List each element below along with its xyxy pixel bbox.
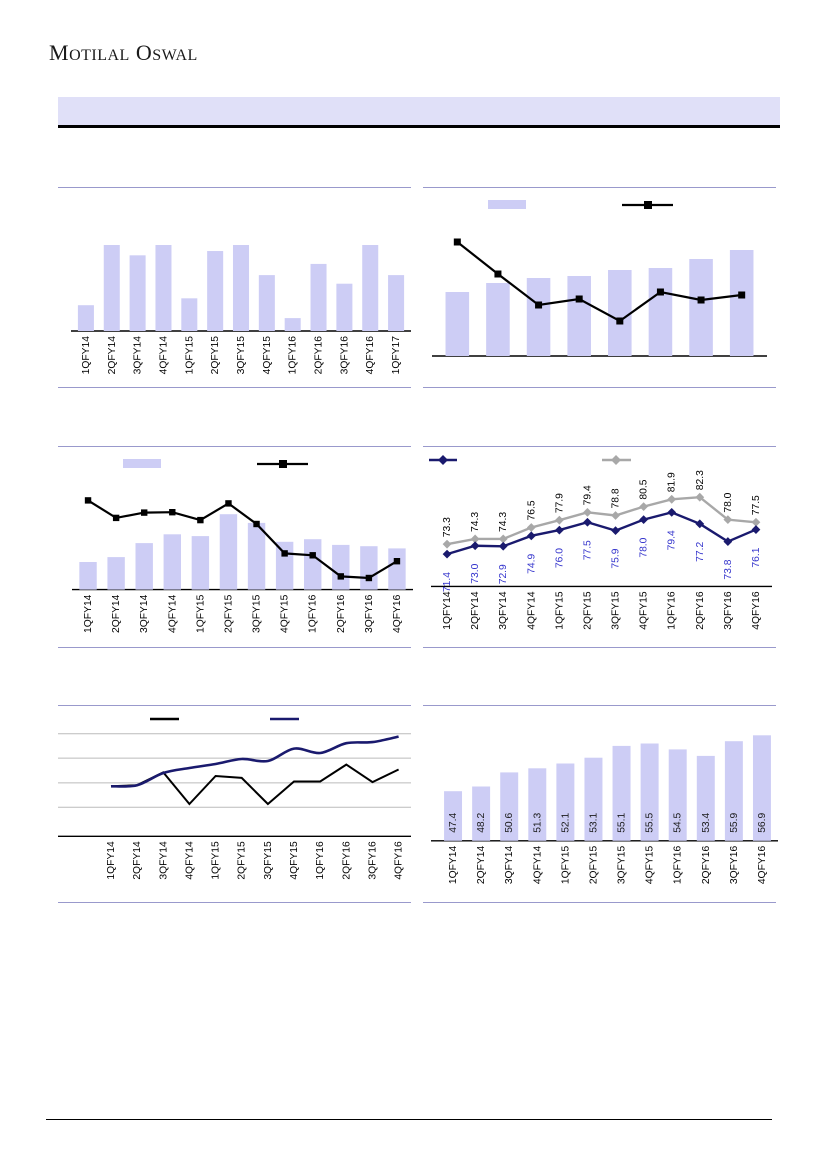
svg-text:2QFY16: 2QFY16 — [314, 336, 325, 375]
svg-text:81.9: 81.9 — [667, 472, 678, 492]
svg-text:1QFY16: 1QFY16 — [673, 846, 684, 885]
svg-text:53.1: 53.1 — [588, 812, 599, 832]
svg-text:4QFY16: 4QFY16 — [757, 846, 768, 885]
svg-text:71.4: 71.4 — [442, 572, 453, 592]
svg-text:3QFY14: 3QFY14 — [133, 336, 144, 375]
svg-text:3QFY16: 3QFY16 — [729, 846, 740, 885]
svg-text:1QFY14: 1QFY14 — [448, 846, 459, 885]
svg-text:79.4: 79.4 — [582, 485, 593, 505]
svg-text:4QFY16: 4QFY16 — [392, 594, 403, 633]
svg-text:4QFY14: 4QFY14 — [158, 336, 169, 375]
svg-text:74.3: 74.3 — [498, 512, 509, 532]
svg-text:3QFY15: 3QFY15 — [611, 591, 622, 630]
svg-text:47.4: 47.4 — [448, 812, 459, 832]
svg-text:1QFY16: 1QFY16 — [315, 841, 326, 880]
svg-text:4QFY16: 4QFY16 — [394, 841, 405, 880]
svg-text:73.0: 73.0 — [470, 563, 481, 583]
svg-text:76.1: 76.1 — [751, 547, 762, 567]
svg-text:4QFY15: 4QFY15 — [289, 841, 300, 880]
svg-text:4QFY15: 4QFY15 — [262, 336, 273, 375]
svg-text:48.2: 48.2 — [476, 812, 487, 832]
svg-text:1QFY14: 1QFY14 — [106, 841, 117, 880]
svg-text:4QFY14: 4QFY14 — [526, 591, 537, 630]
svg-text:3QFY14: 3QFY14 — [158, 841, 169, 880]
svg-text:2QFY15: 2QFY15 — [210, 336, 221, 375]
svg-text:4QFY14: 4QFY14 — [167, 594, 178, 633]
svg-text:2QFY16: 2QFY16 — [695, 591, 706, 630]
svg-text:3QFY16: 3QFY16 — [339, 336, 350, 375]
svg-text:50.6: 50.6 — [504, 812, 515, 832]
svg-text:3QFY15: 3QFY15 — [617, 846, 628, 885]
svg-text:75.9: 75.9 — [611, 548, 622, 568]
svg-text:4QFY16: 4QFY16 — [751, 591, 762, 630]
svg-text:1QFY15: 1QFY15 — [554, 591, 565, 630]
svg-text:1QFY15: 1QFY15 — [184, 336, 195, 375]
svg-text:3QFY16: 3QFY16 — [364, 594, 375, 633]
svg-text:55.9: 55.9 — [729, 812, 740, 832]
svg-text:1QFY16: 1QFY16 — [667, 591, 678, 630]
svg-text:1QFY14: 1QFY14 — [83, 594, 94, 633]
svg-text:4QFY14: 4QFY14 — [184, 841, 195, 880]
svg-text:76.0: 76.0 — [554, 548, 565, 568]
svg-text:2QFY14: 2QFY14 — [111, 594, 122, 633]
svg-text:82.3: 82.3 — [695, 470, 706, 490]
svg-text:1QFY14: 1QFY14 — [81, 336, 92, 375]
svg-text:1QFY16: 1QFY16 — [308, 594, 319, 633]
svg-text:3QFY14: 3QFY14 — [498, 591, 509, 630]
svg-text:2QFY14: 2QFY14 — [470, 591, 481, 630]
svg-text:4QFY15: 4QFY15 — [280, 594, 291, 633]
svg-text:76.5: 76.5 — [526, 500, 537, 520]
svg-text:1QFY15: 1QFY15 — [211, 841, 222, 880]
svg-text:55.5: 55.5 — [645, 812, 656, 832]
svg-text:4QFY16: 4QFY16 — [365, 336, 376, 375]
svg-text:78.0: 78.0 — [723, 492, 734, 512]
svg-text:2QFY14: 2QFY14 — [132, 841, 143, 880]
svg-text:1QFY16: 1QFY16 — [288, 336, 299, 375]
svg-text:2QFY15: 2QFY15 — [588, 846, 599, 885]
svg-text:77.5: 77.5 — [751, 495, 762, 515]
svg-text:2QFY16: 2QFY16 — [336, 594, 347, 633]
svg-text:3QFY14: 3QFY14 — [504, 846, 515, 885]
svg-text:3QFY14: 3QFY14 — [139, 594, 150, 633]
svg-text:74.9: 74.9 — [526, 554, 537, 574]
svg-text:3QFY16: 3QFY16 — [723, 591, 734, 630]
svg-text:2QFY15: 2QFY15 — [237, 841, 248, 880]
svg-text:2QFY16: 2QFY16 — [341, 841, 352, 880]
svg-text:1QFY15: 1QFY15 — [195, 594, 206, 633]
svg-text:4QFY15: 4QFY15 — [639, 591, 650, 630]
svg-text:3QFY15: 3QFY15 — [236, 336, 247, 375]
svg-text:2QFY15: 2QFY15 — [582, 591, 593, 630]
svg-text:3QFY15: 3QFY15 — [252, 594, 263, 633]
svg-text:73.3: 73.3 — [442, 517, 453, 537]
svg-text:1QFY15: 1QFY15 — [560, 846, 571, 885]
svg-text:53.4: 53.4 — [701, 812, 712, 832]
svg-text:73.8: 73.8 — [723, 559, 734, 579]
svg-text:2QFY14: 2QFY14 — [107, 336, 118, 375]
svg-text:54.5: 54.5 — [673, 812, 684, 832]
svg-text:77.9: 77.9 — [554, 493, 565, 513]
svg-text:77.2: 77.2 — [695, 542, 706, 562]
svg-text:2QFY16: 2QFY16 — [701, 846, 712, 885]
svg-text:56.9: 56.9 — [757, 812, 768, 832]
svg-text:78.8: 78.8 — [611, 488, 622, 508]
svg-text:3QFY16: 3QFY16 — [368, 841, 379, 880]
svg-text:78.0: 78.0 — [639, 537, 650, 557]
svg-text:4QFY15: 4QFY15 — [645, 846, 656, 885]
svg-text:74.3: 74.3 — [470, 512, 481, 532]
svg-text:3QFY15: 3QFY15 — [263, 841, 274, 880]
svg-text:80.5: 80.5 — [639, 479, 650, 499]
svg-text:51.3: 51.3 — [532, 812, 543, 832]
svg-text:4QFY14: 4QFY14 — [532, 846, 543, 885]
svg-text:2QFY14: 2QFY14 — [476, 846, 487, 885]
svg-text:1QFY14: 1QFY14 — [442, 591, 453, 630]
svg-text:2QFY15: 2QFY15 — [223, 594, 234, 633]
svg-text:77.5: 77.5 — [582, 540, 593, 560]
svg-text:55.1: 55.1 — [617, 812, 628, 832]
svg-text:52.1: 52.1 — [560, 812, 571, 832]
svg-text:72.9: 72.9 — [498, 564, 509, 584]
svg-text:1QFY17: 1QFY17 — [391, 336, 402, 375]
svg-text:79.4: 79.4 — [667, 530, 678, 550]
